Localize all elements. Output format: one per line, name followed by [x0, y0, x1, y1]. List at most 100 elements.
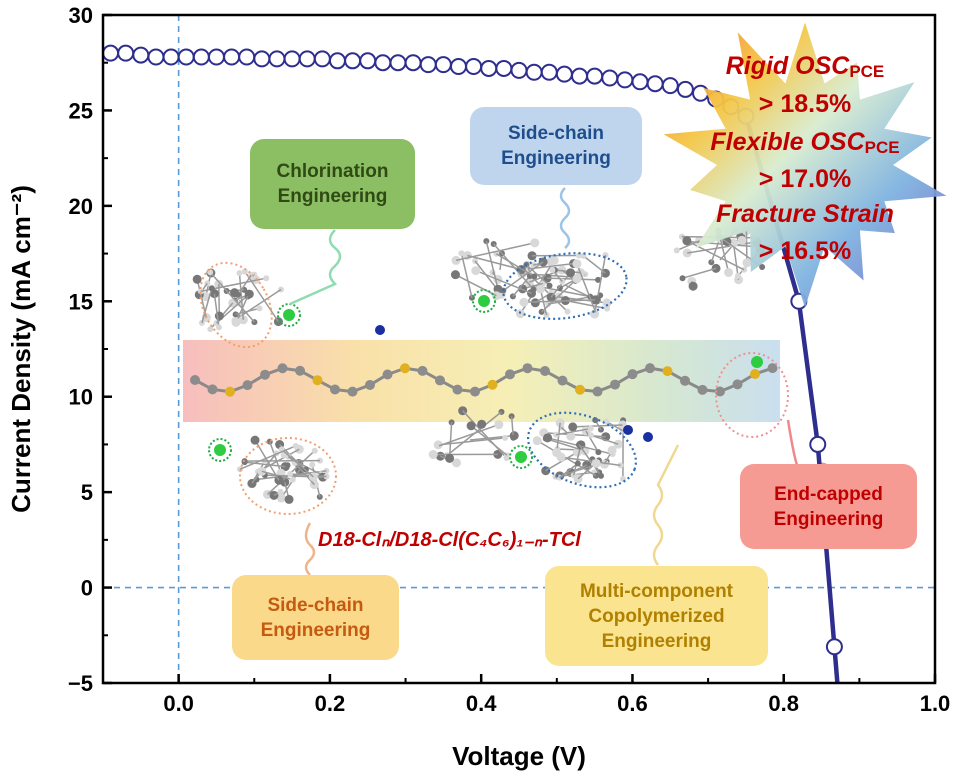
data-point: [419, 56, 437, 74]
atom: [505, 369, 515, 380]
atom: [564, 308, 571, 315]
badge-fracture-value: > 16.5%: [759, 237, 851, 265]
bond: [682, 267, 717, 279]
bond: [235, 307, 260, 316]
atom: [603, 418, 610, 425]
bond: [585, 430, 600, 453]
badge-flexible-label: Flexible OSC: [710, 128, 865, 156]
x-axis-label: Voltage (V): [452, 741, 586, 771]
bond: [686, 240, 745, 271]
data-point: [313, 50, 331, 68]
atom: [277, 488, 284, 495]
data-point: [555, 65, 573, 83]
data-point: [692, 84, 710, 102]
atom: [330, 384, 340, 395]
atom: [546, 282, 553, 289]
data-point: [253, 50, 271, 68]
molecule-atoms: [190, 226, 778, 504]
bond: [244, 271, 280, 323]
atom: [566, 268, 576, 278]
atom: [566, 431, 576, 441]
x-tick-label: 0.8: [768, 691, 799, 716]
bond: [448, 422, 453, 459]
atom: [679, 275, 686, 282]
bond: [467, 254, 522, 271]
bond: [237, 274, 252, 296]
bond: [541, 278, 578, 313]
atom: [494, 420, 504, 430]
atom: [604, 305, 611, 312]
badge-rigid-label: Rigid OSC: [726, 52, 851, 80]
data-point: [298, 50, 316, 68]
atom: [458, 250, 465, 257]
atom: [250, 435, 260, 445]
atom: [452, 458, 462, 468]
y-ticks: −5 0 5 10 15 20 25 30: [68, 3, 112, 696]
badge-star: [663, 22, 947, 308]
data-point: [207, 48, 225, 66]
side-chain-circle-bottom-left: [239, 437, 337, 515]
performance-badge: Rigid OSCPCE > 18.5% Flexible OSCPCE > 1…: [663, 22, 947, 308]
bond: [545, 437, 586, 452]
atom: [450, 270, 460, 280]
atom: [645, 363, 655, 374]
atom: [241, 268, 248, 275]
atom: [587, 425, 594, 432]
data-point: [480, 59, 498, 77]
atom: [682, 236, 692, 246]
atom: [487, 379, 498, 390]
arrow-chlorination: [289, 229, 342, 306]
data-point: [661, 77, 679, 95]
bond: [529, 271, 557, 283]
data-point: [374, 54, 392, 72]
data-point: [404, 54, 422, 72]
atom: [515, 309, 525, 319]
data-point: [192, 48, 210, 66]
bond: [261, 470, 293, 481]
cl-circle-2: [472, 289, 496, 313]
atom: [662, 366, 673, 377]
arrow-side-chain-top: [559, 187, 571, 249]
atom: [697, 384, 708, 395]
atom: [742, 258, 752, 268]
atom: [610, 379, 620, 390]
badge-fracture-label: Fracture Strain: [716, 200, 894, 228]
atom: [292, 442, 299, 449]
atom: [214, 311, 224, 321]
atom: [750, 368, 760, 379]
data-point: [132, 46, 150, 64]
molecule-illustration: [183, 187, 831, 576]
atom: [532, 436, 542, 446]
atom: [734, 272, 741, 279]
data-point: [809, 435, 827, 453]
y-tick-label: 5: [81, 480, 93, 505]
atom: [598, 472, 605, 479]
data-point: [465, 58, 483, 76]
bond: [485, 240, 499, 290]
bond: [719, 236, 742, 261]
data-point: [525, 63, 543, 81]
chlorine-atom: [283, 309, 295, 321]
atom: [207, 326, 214, 333]
data-point: [102, 44, 120, 62]
atom: [192, 274, 202, 284]
atom: [190, 375, 200, 385]
bond: [523, 299, 596, 303]
bond: [550, 272, 572, 298]
atom: [466, 421, 476, 431]
bond: [290, 473, 327, 478]
data-point: [359, 52, 377, 70]
atom: [247, 478, 257, 488]
atom: [510, 434, 517, 441]
atom: [556, 284, 563, 291]
data-point: [616, 71, 634, 89]
multi-component-label: Multi-component Copolymerized Engineerin…: [545, 566, 768, 666]
atom: [724, 267, 734, 277]
atom: [732, 379, 743, 390]
data-point: [268, 50, 286, 68]
chlorine-atom: [214, 444, 226, 456]
data-point: [646, 75, 664, 93]
atom: [225, 386, 235, 397]
bond: [605, 420, 624, 432]
